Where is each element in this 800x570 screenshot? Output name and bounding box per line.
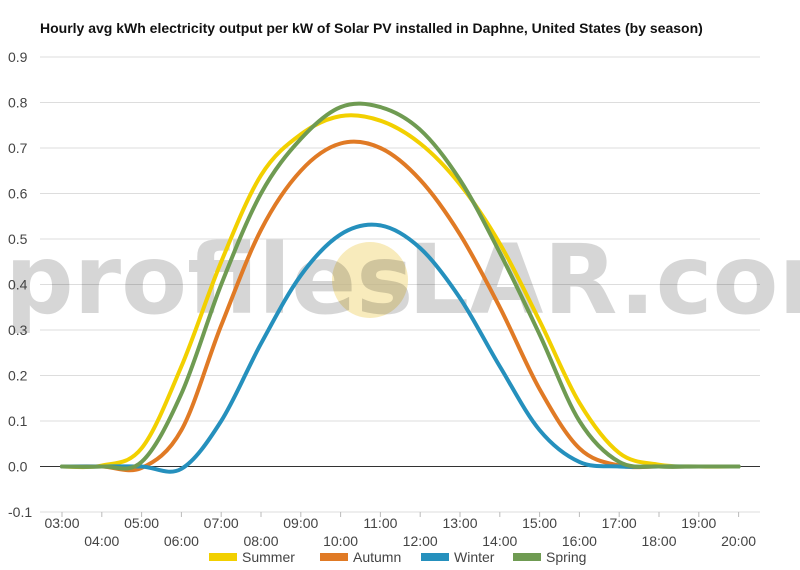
x-tick-label: 05:00 xyxy=(124,515,159,531)
legend-swatch-summer xyxy=(209,553,237,561)
y-tick-label: 0.5 xyxy=(8,231,28,247)
x-tick-label: 16:00 xyxy=(562,533,597,549)
legend-label-autumn: Autumn xyxy=(353,549,401,565)
x-tick-label: 14:00 xyxy=(482,533,517,549)
watermark-text-right: LAR.com xyxy=(408,224,800,336)
x-tick-label: 13:00 xyxy=(442,515,477,531)
x-tick-label: 07:00 xyxy=(204,515,239,531)
y-tick-label: 0.3 xyxy=(8,322,28,338)
x-tick-label: 15:00 xyxy=(522,515,557,531)
chart-title: Hourly avg kWh electricity output per kW… xyxy=(40,20,703,36)
x-tick-label: 03:00 xyxy=(44,515,79,531)
y-tick-label: 0.1 xyxy=(8,413,28,429)
x-tick-label: 11:00 xyxy=(363,515,397,531)
legend-label-spring: Spring xyxy=(546,549,586,565)
x-tick-label: 04:00 xyxy=(84,533,119,549)
x-tick-label: 17:00 xyxy=(602,515,637,531)
x-tick-label: 06:00 xyxy=(164,533,199,549)
x-tick-label: 20:00 xyxy=(721,533,756,549)
legend-label-winter: Winter xyxy=(454,549,495,565)
y-tick-label: 0.7 xyxy=(8,140,28,156)
legend-swatch-autumn xyxy=(320,553,348,561)
series-line-summer xyxy=(60,113,741,470)
legend-label-summer: Summer xyxy=(242,549,295,565)
watermark-sun-icon xyxy=(332,242,408,318)
y-tick-label: 0.9 xyxy=(8,49,28,65)
x-tick-label: 18:00 xyxy=(641,533,676,549)
legend: Summer Autumn Winter Spring xyxy=(209,549,586,565)
watermark: profiles LAR.com xyxy=(5,224,800,336)
y-tick-label: 0.2 xyxy=(8,368,28,384)
series-layer xyxy=(60,101,741,474)
y-tick-label: 0.6 xyxy=(8,186,28,202)
y-tick-label: 0.0 xyxy=(8,459,28,475)
y-tick-label: -0.1 xyxy=(8,504,32,520)
x-tick-label: 08:00 xyxy=(243,533,278,549)
legend-swatch-winter xyxy=(421,553,449,561)
y-tick-label: 0.4 xyxy=(8,277,28,293)
x-tick-label: 19:00 xyxy=(681,515,716,531)
legend-swatch-spring xyxy=(513,553,541,561)
series-line-spring xyxy=(60,101,741,471)
series-line-winter xyxy=(60,222,741,474)
y-tick-label: 0.8 xyxy=(8,95,28,111)
x-tick-label: 10:00 xyxy=(323,533,358,549)
x-tick-label: 12:00 xyxy=(403,533,438,549)
x-tick-label: 09:00 xyxy=(283,515,318,531)
axis-layer: -0.1 0.0 0.1 0.2 0.3 0.4 0.5 0.6 0.7 0.8 0.9 03:00 0… xyxy=(8,49,760,549)
